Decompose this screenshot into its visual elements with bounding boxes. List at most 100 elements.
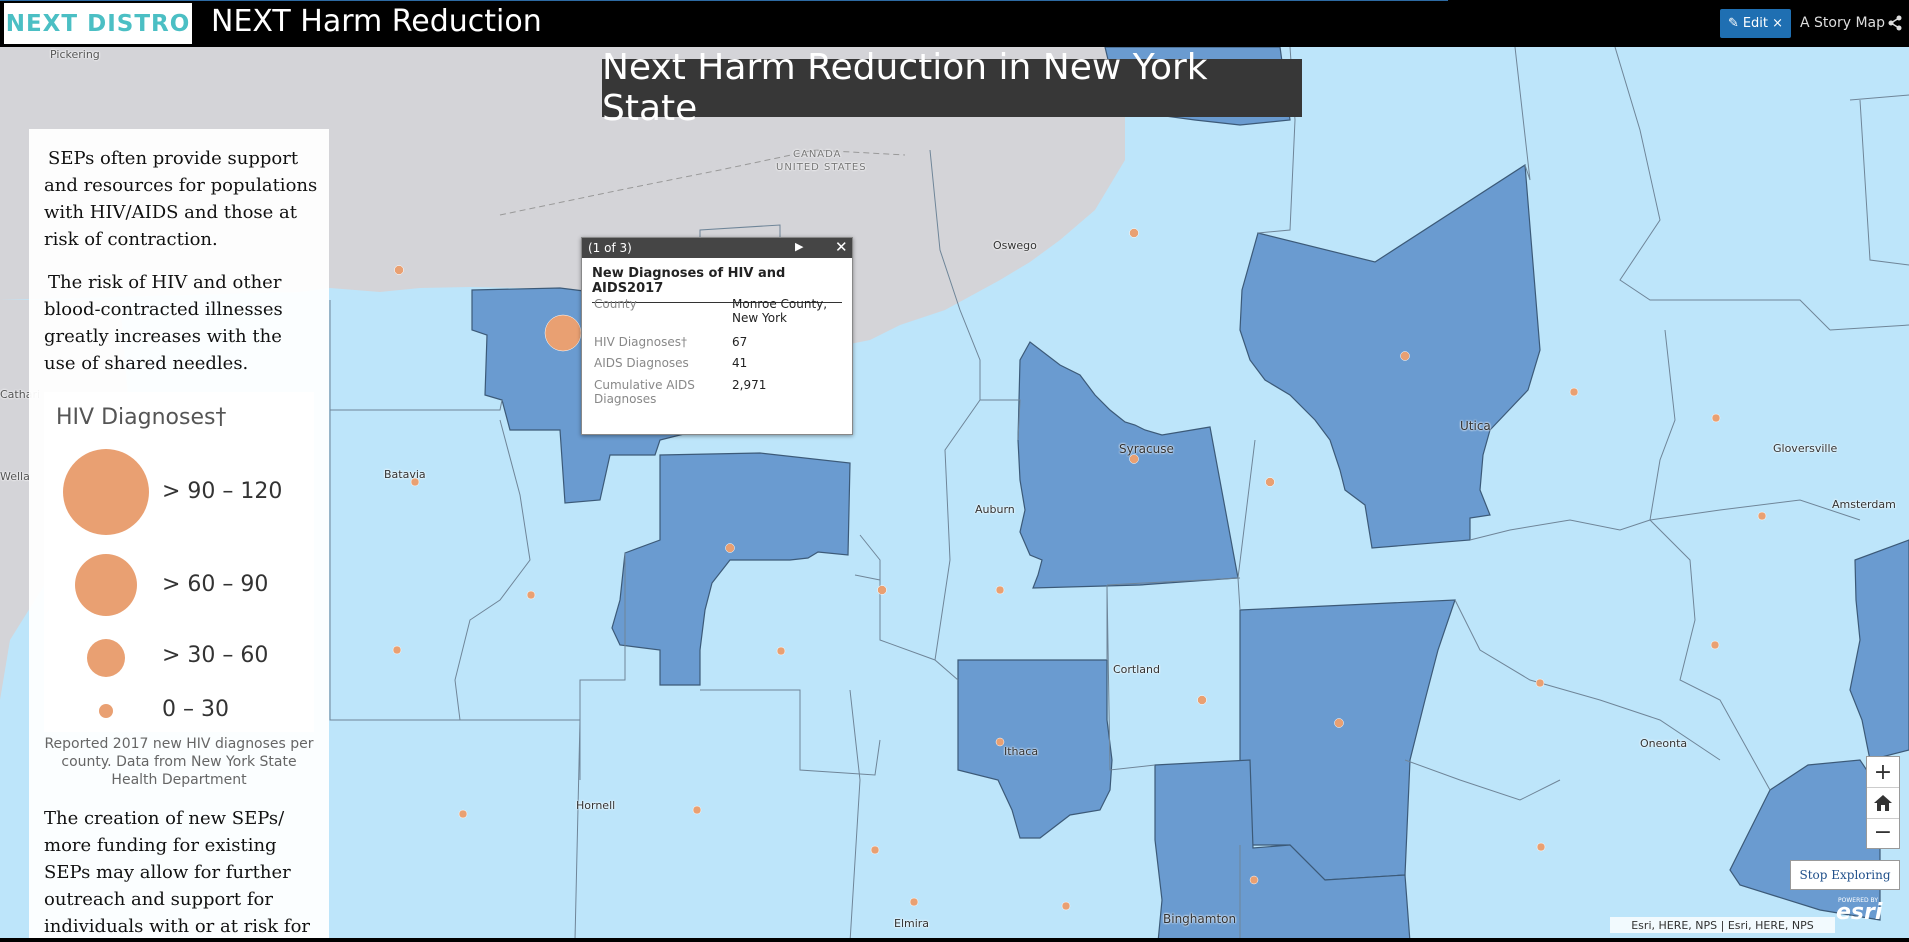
zoom-in-button[interactable]: +	[1873, 759, 1893, 785]
panel-paragraph-1: SEPs often provide support and resources…	[44, 148, 318, 250]
marker	[995, 737, 1005, 747]
feature-popup[interactable]: (1 of 3) ▶ ✕ New Diagnoses of HIV and AI…	[581, 237, 853, 435]
marker	[1536, 842, 1546, 852]
home-icon	[1874, 795, 1892, 811]
marker	[458, 809, 468, 819]
place-syracuse: Syracuse	[1119, 442, 1174, 456]
place-gloversville: Gloversville	[1773, 442, 1838, 455]
field-value-cumulative: 2,971	[732, 378, 767, 392]
marker	[1400, 351, 1410, 361]
county-border	[329, 410, 581, 780]
marker	[1757, 511, 1767, 521]
county-ontario	[611, 452, 851, 686]
place-pickering: Pickering	[50, 48, 100, 61]
county-border	[1237, 439, 1256, 611]
marker	[1129, 454, 1139, 464]
logo[interactable]: NEXT DISTRO	[4, 3, 192, 44]
place-ithaca: Ithaca	[1004, 745, 1039, 758]
zoom-control: + −	[1866, 756, 1900, 849]
panel-paragraph-3: The creation of new SEPs/ more funding f…	[44, 808, 311, 937]
county-border	[1849, 94, 1909, 101]
bottom-bar	[0, 938, 1909, 942]
app-title: NEXT Harm Reduction	[211, 4, 542, 39]
place-auburn: Auburn	[975, 503, 1015, 516]
county-border	[1106, 584, 1156, 771]
marker	[392, 645, 402, 655]
field-label-aids: AIDS Diagnoses	[594, 356, 689, 370]
county-border	[980, 399, 1021, 441]
field-value-county: Monroe County, New York	[732, 297, 828, 325]
place-batavia: Batavia	[384, 468, 426, 481]
field-value-hiv: 67	[732, 335, 748, 349]
stop-exploring-button[interactable]: Stop Exploring	[1790, 860, 1900, 890]
home-button[interactable]	[1867, 787, 1899, 819]
county-border	[1404, 759, 1561, 801]
place-oneonta: Oneonta	[1640, 737, 1688, 750]
field-label-county: County	[594, 297, 637, 311]
marker	[776, 646, 786, 656]
legend-caption: Reported 2017 new HIV diagnoses per coun…	[44, 736, 314, 788]
marker	[1129, 228, 1139, 238]
county-border	[854, 574, 881, 581]
place-binghamton: Binghamton	[1163, 912, 1237, 926]
canada-label: CANADA	[793, 149, 842, 160]
county-tompkins	[957, 659, 1113, 839]
marker	[909, 897, 919, 907]
county-border	[934, 399, 981, 661]
marker	[1535, 678, 1545, 688]
legend: HIV Diagnoses† > 90 – 120 > 60 – 90 > 30…	[44, 392, 314, 732]
legend-label-4: 0 – 30	[162, 697, 229, 722]
county-border	[859, 534, 959, 681]
county-broome	[1154, 759, 1411, 942]
side-panel[interactable]: SEPs often provide support and resources…	[29, 129, 329, 942]
legend-circle-xl	[63, 449, 149, 535]
marker-monroe	[544, 314, 582, 352]
field-label-cumulative: Cumulative AIDS Diagnoses	[594, 378, 695, 406]
app-header: NEXT DISTRO NEXT Harm Reduction ✎ Edit ×…	[0, 0, 1909, 47]
legend-label-3: > 30 – 60	[162, 643, 269, 668]
county-border	[1649, 329, 1861, 521]
county-border	[1454, 599, 1721, 761]
map-title: Next Harm Reduction in New York State	[602, 47, 1302, 129]
marker	[394, 265, 404, 275]
marker	[1711, 413, 1721, 423]
edit-button-label: Edit ×	[1742, 16, 1784, 31]
marker	[1249, 875, 1259, 885]
marker	[692, 805, 702, 815]
place-hornell: Hornell	[576, 799, 616, 812]
county-border	[454, 419, 531, 721]
next-feature-icon[interactable]: ▶	[795, 240, 804, 253]
county-border	[1859, 99, 1909, 266]
logo-text: NEXT DISTRO	[5, 10, 191, 37]
zoom-out-button[interactable]: −	[1873, 819, 1893, 845]
popup-count: (1 of 3)	[588, 241, 632, 255]
edit-button[interactable]: ✎ Edit ×	[1720, 9, 1791, 38]
close-icon[interactable]: ✕	[835, 238, 848, 256]
pencil-icon: ✎	[1727, 16, 1739, 31]
story-map-link[interactable]: A Story Map	[1800, 15, 1886, 31]
share-icon[interactable]	[1887, 15, 1903, 31]
county-border	[700, 689, 881, 776]
field-value-aids: 41	[732, 356, 748, 370]
county-chenango	[1239, 599, 1456, 881]
united-states-label: UNITED STATES	[776, 162, 867, 173]
field-label-hiv: HIV Diagnoses†	[594, 335, 687, 349]
marker	[725, 543, 735, 553]
county-border	[1649, 519, 1771, 791]
marker	[1197, 695, 1207, 705]
place-oswego: Oswego	[993, 239, 1037, 252]
esri-logo[interactable]: esri	[1836, 900, 1883, 925]
popup-header: (1 of 3) ▶ ✕	[582, 238, 852, 258]
marker	[526, 590, 536, 600]
county-border	[1829, 324, 1909, 331]
county-border	[574, 719, 581, 941]
county-border	[1106, 577, 1241, 586]
legend-label-1: > 90 – 120	[162, 479, 283, 504]
marker	[995, 585, 1005, 595]
county-onondaga	[1017, 341, 1239, 589]
county-border	[1514, 47, 1531, 181]
esri-powered-label: POWERED BY	[1838, 897, 1879, 904]
county-border	[579, 553, 626, 720]
marker	[877, 585, 887, 595]
marker	[1265, 477, 1275, 487]
